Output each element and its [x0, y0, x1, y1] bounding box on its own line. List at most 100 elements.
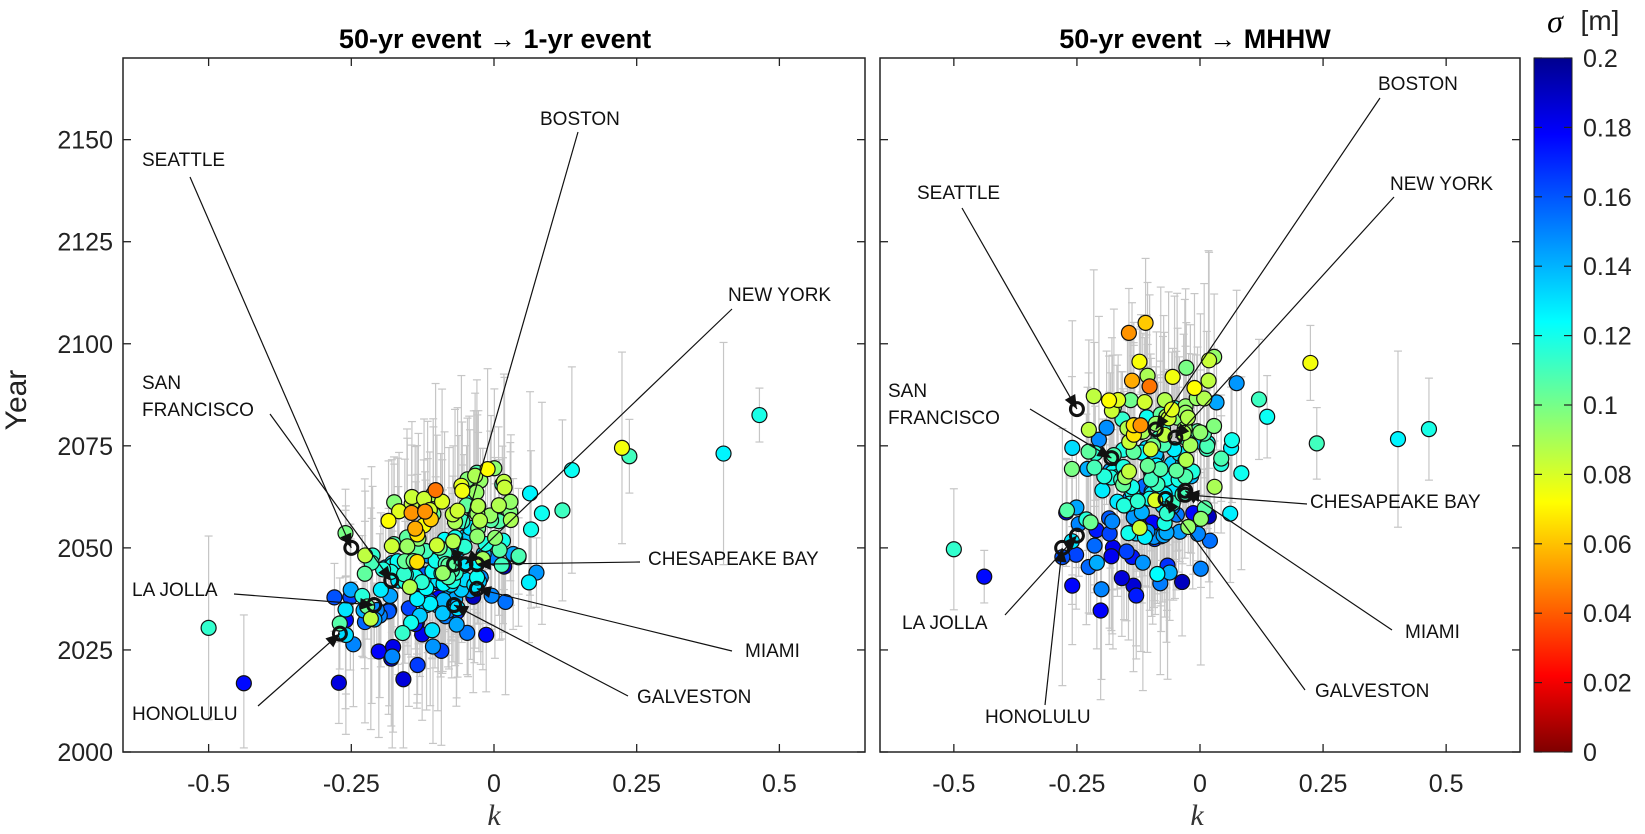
- svg-text:SAN: SAN: [142, 373, 181, 394]
- x-tick-label: -0.25: [323, 770, 380, 798]
- data-point: [1141, 378, 1158, 395]
- data-point: [448, 616, 465, 633]
- svg-text:FRANCISCO: FRANCISCO: [142, 400, 254, 421]
- data-point: [1250, 391, 1268, 408]
- colorbar-unit: [m]: [1581, 5, 1620, 36]
- data-point: [384, 648, 401, 665]
- colorbar: σ [m] 0 0.02 0.04 0.06 0.08 0.1 0.12 0.14 0.16 0.…: [1533, 3, 1632, 767]
- x-tick-label: 0.5: [1429, 770, 1464, 798]
- data-point: [200, 619, 217, 636]
- annotation-chesapeake-bay: CHESAPEAKE BAY: [468, 549, 819, 573]
- data-point: [1128, 587, 1145, 604]
- svg-text:NEW YORK: NEW YORK: [1390, 174, 1493, 195]
- data-point: [1120, 463, 1138, 480]
- colorbar-tick-label: 0.02: [1583, 670, 1632, 698]
- data-point: [493, 556, 510, 574]
- data-point: [1132, 417, 1149, 434]
- data-point: [445, 533, 462, 550]
- y-tick-label: 2075: [57, 433, 113, 461]
- data-point: [1137, 314, 1154, 331]
- data-point: [1082, 514, 1099, 531]
- data-point: [1064, 439, 1081, 456]
- data-point: [1080, 443, 1097, 460]
- data-point: [1164, 368, 1181, 385]
- data-point: [1085, 388, 1102, 405]
- data-point: [1086, 537, 1103, 554]
- data-point: [1192, 424, 1209, 441]
- data-point: [380, 512, 397, 529]
- data-point: [487, 529, 504, 546]
- data-point: [1129, 493, 1146, 510]
- data-point: [235, 675, 252, 692]
- data-point: [1163, 401, 1180, 418]
- colorbar-symbol: σ: [1547, 3, 1564, 39]
- svg-text:FRANCISCO: FRANCISCO: [888, 408, 1000, 429]
- data-point: [1173, 573, 1191, 591]
- panel-left-xlabel: k: [487, 799, 501, 832]
- x-tick-label: 0.5: [762, 770, 797, 798]
- svg-text:BOSTON: BOSTON: [540, 109, 620, 130]
- annotation-francisco: FRANCISCO: [142, 400, 400, 589]
- colorbar-tick-label: 0: [1583, 739, 1597, 767]
- data-point: [434, 565, 451, 582]
- data-point: [424, 638, 442, 655]
- data-point: [424, 622, 441, 639]
- data-point: [1100, 392, 1118, 409]
- data-point: [1068, 546, 1085, 563]
- data-point: [401, 578, 418, 596]
- svg-text:HONOLULU: HONOLULU: [985, 707, 1091, 728]
- data-point: [1192, 510, 1210, 527]
- colorbar-tick-label: 0.2: [1583, 45, 1618, 73]
- data-point: [1302, 354, 1319, 372]
- data-point: [1206, 478, 1223, 495]
- data-point: [1118, 543, 1135, 560]
- svg-text:GALVESTON: GALVESTON: [637, 687, 751, 708]
- data-point: [471, 512, 489, 529]
- data-point: [395, 671, 412, 688]
- data-point: [1149, 565, 1166, 583]
- data-point: [1058, 502, 1076, 519]
- data-point: [496, 479, 513, 496]
- colorbar-tick-label: 0.04: [1583, 600, 1632, 628]
- data-point: [1178, 451, 1195, 469]
- data-point: [1228, 375, 1245, 392]
- annotation-new-york: NEW YORK: [457, 285, 831, 573]
- data-point: [497, 593, 514, 611]
- x-tick-label: 0: [487, 770, 501, 798]
- data-point: [1088, 554, 1105, 571]
- svg-text:SEATTLE: SEATTLE: [142, 150, 225, 171]
- x-tick-label: -0.25: [1048, 770, 1105, 798]
- data-point: [533, 505, 551, 522]
- svg-text:HONOLULU: HONOLULU: [132, 704, 238, 725]
- data-point: [1131, 353, 1148, 370]
- svg-text:NEW YORK: NEW YORK: [728, 285, 831, 306]
- data-point: [715, 445, 732, 462]
- data-point: [399, 538, 416, 555]
- y-tick-label: 2050: [57, 535, 113, 563]
- data-point: [520, 574, 538, 591]
- data-point: [1123, 372, 1141, 389]
- annotation-honolulu: HONOLULU: [985, 539, 1091, 728]
- data-point: [1200, 372, 1217, 389]
- colorbar-tick-label: 0.12: [1583, 323, 1632, 351]
- svg-text:BOSTON: BOSTON: [1378, 74, 1458, 95]
- data-point: [1142, 441, 1159, 458]
- x-tick-label: 0.25: [612, 770, 661, 798]
- annotation-boston: BOSTON: [446, 109, 620, 573]
- annotation-boston: BOSTON: [1147, 74, 1458, 438]
- svg-text:CHESAPEAKE BAY: CHESAPEAKE BAY: [648, 549, 819, 570]
- data-point: [330, 674, 347, 691]
- data-point: [1259, 408, 1276, 425]
- data-point: [1420, 421, 1438, 438]
- svg-text:MIAMI: MIAMI: [745, 641, 800, 662]
- colorbar-tick-label: 0.14: [1583, 253, 1632, 281]
- annotation-new-york: NEW YORK: [1167, 174, 1493, 446]
- svg-text:SEATTLE: SEATTLE: [917, 183, 1000, 204]
- x-tick-label: 0: [1193, 770, 1207, 798]
- data-point: [563, 461, 580, 479]
- colorbar-tick-label: 0.18: [1583, 114, 1632, 142]
- data-point: [407, 520, 424, 537]
- colorbar-tick-label: 0.1: [1583, 392, 1618, 420]
- data-point: [1113, 570, 1130, 587]
- annotation-seattle: SEATTLE: [142, 150, 360, 556]
